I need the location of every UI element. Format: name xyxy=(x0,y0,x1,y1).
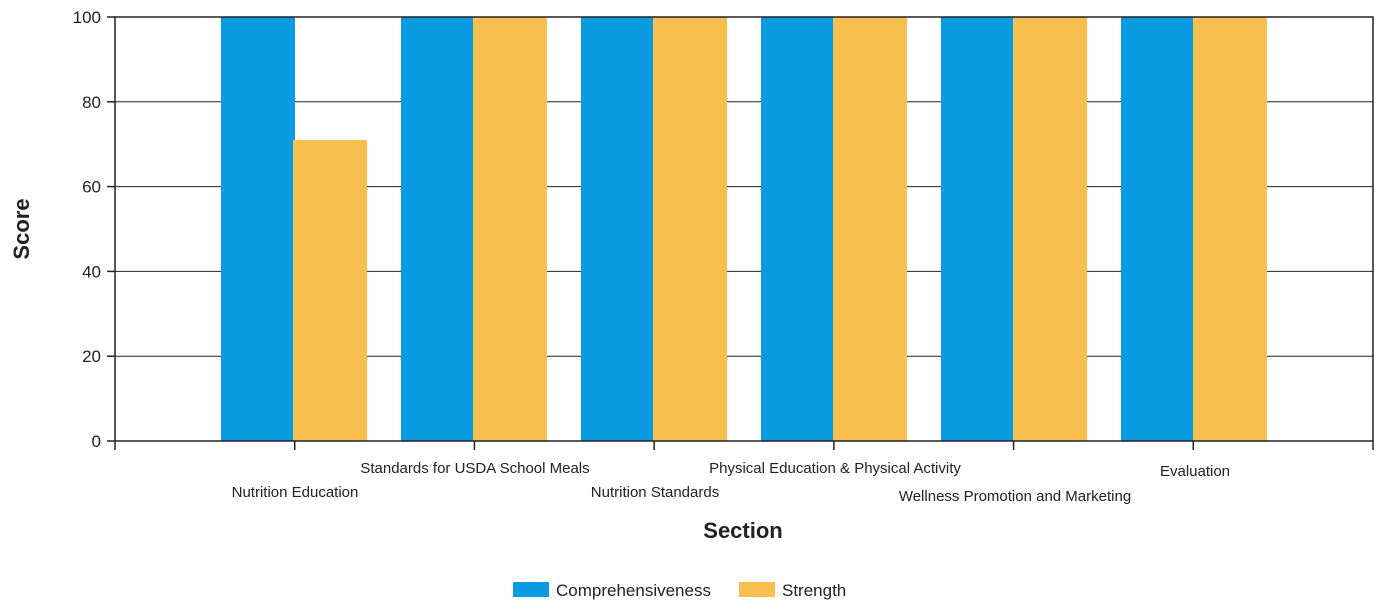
bar-comprehensiveness-6 xyxy=(1121,17,1195,441)
bar-comprehensiveness-4 xyxy=(761,17,835,441)
bar-comprehensiveness-3 xyxy=(581,17,655,441)
x-category-label: Physical Education & Physical Activity xyxy=(709,460,961,477)
bar-strength-3 xyxy=(653,17,727,441)
y-tick-label: 100 xyxy=(73,8,101,27)
legend-label-comprehensiveness: Comprehensiveness xyxy=(556,581,711,600)
bar-comprehensiveness-1 xyxy=(221,17,295,441)
plot-area xyxy=(114,16,1374,442)
legend-label-strength: Strength xyxy=(782,581,846,600)
x-category-label: Nutrition Education xyxy=(232,484,359,501)
x-axis-title: Section xyxy=(703,518,782,543)
x-category-label: Standards for USDA School Meals xyxy=(360,460,589,477)
y-tick-label: 40 xyxy=(82,262,101,281)
y-axis-ticks: 0 20 40 60 80 100 xyxy=(73,8,115,451)
bar-strength-1 xyxy=(293,139,367,441)
x-category-label: Wellness Promotion and Marketing xyxy=(899,488,1131,505)
bar-comprehensiveness-2 xyxy=(401,17,475,441)
legend: Comprehensiveness Strength xyxy=(513,581,846,600)
y-axis-title: Score xyxy=(9,198,34,259)
bar-strength-6 xyxy=(1193,17,1267,441)
bar-strength-2 xyxy=(473,17,547,441)
y-tick-label: 60 xyxy=(82,178,101,197)
y-tick-label: 80 xyxy=(82,93,101,112)
x-category-label: Nutrition Standards xyxy=(591,484,719,501)
bars xyxy=(221,17,1267,441)
y-tick-label: 0 xyxy=(92,432,101,451)
legend-swatch-comprehensiveness xyxy=(513,582,549,597)
x-axis-ticks xyxy=(114,441,1374,450)
bar-comprehensiveness-5 xyxy=(941,17,1015,441)
legend-swatch-strength xyxy=(739,582,775,597)
bar-strength-4 xyxy=(833,17,907,441)
y-tick-label: 20 xyxy=(82,347,101,366)
bar-strength-5 xyxy=(1013,17,1087,441)
x-category-label: Evaluation xyxy=(1160,463,1230,480)
